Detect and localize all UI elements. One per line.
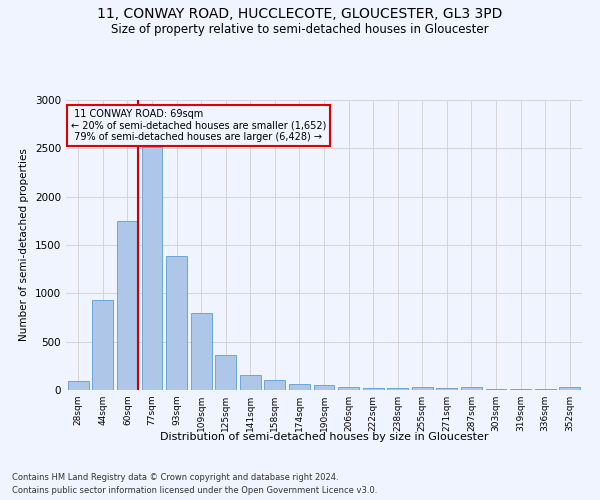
Bar [559, 388, 580, 390]
Bar [92, 300, 113, 390]
Text: 11 CONWAY ROAD: 69sqm
← 20% of semi-detached houses are smaller (1,652)
 79% of : 11 CONWAY ROAD: 69sqm ← 20% of semi-deta… [71, 108, 326, 142]
Bar [166, 256, 187, 390]
Text: Size of property relative to semi-detached houses in Gloucester: Size of property relative to semi-detach… [111, 22, 489, 36]
Bar [510, 389, 531, 390]
Bar [289, 384, 310, 390]
Bar [387, 388, 408, 390]
Bar [314, 384, 334, 390]
Bar [191, 312, 212, 390]
Bar [338, 386, 359, 390]
Bar [535, 389, 556, 390]
Bar [117, 221, 138, 390]
Bar [240, 374, 261, 390]
Text: Contains HM Land Registry data © Crown copyright and database right 2024.: Contains HM Land Registry data © Crown c… [12, 472, 338, 482]
Bar [68, 381, 89, 390]
Bar [485, 388, 506, 390]
Y-axis label: Number of semi-detached properties: Number of semi-detached properties [19, 148, 29, 342]
Bar [215, 355, 236, 390]
Text: Contains public sector information licensed under the Open Government Licence v3: Contains public sector information licen… [12, 486, 377, 495]
Bar [265, 380, 286, 390]
Bar [412, 387, 433, 390]
Text: Distribution of semi-detached houses by size in Gloucester: Distribution of semi-detached houses by … [160, 432, 488, 442]
Bar [142, 148, 163, 390]
Bar [436, 388, 457, 390]
Bar [362, 388, 383, 390]
Bar [461, 387, 482, 390]
Text: 11, CONWAY ROAD, HUCCLECOTE, GLOUCESTER, GL3 3PD: 11, CONWAY ROAD, HUCCLECOTE, GLOUCESTER,… [97, 8, 503, 22]
